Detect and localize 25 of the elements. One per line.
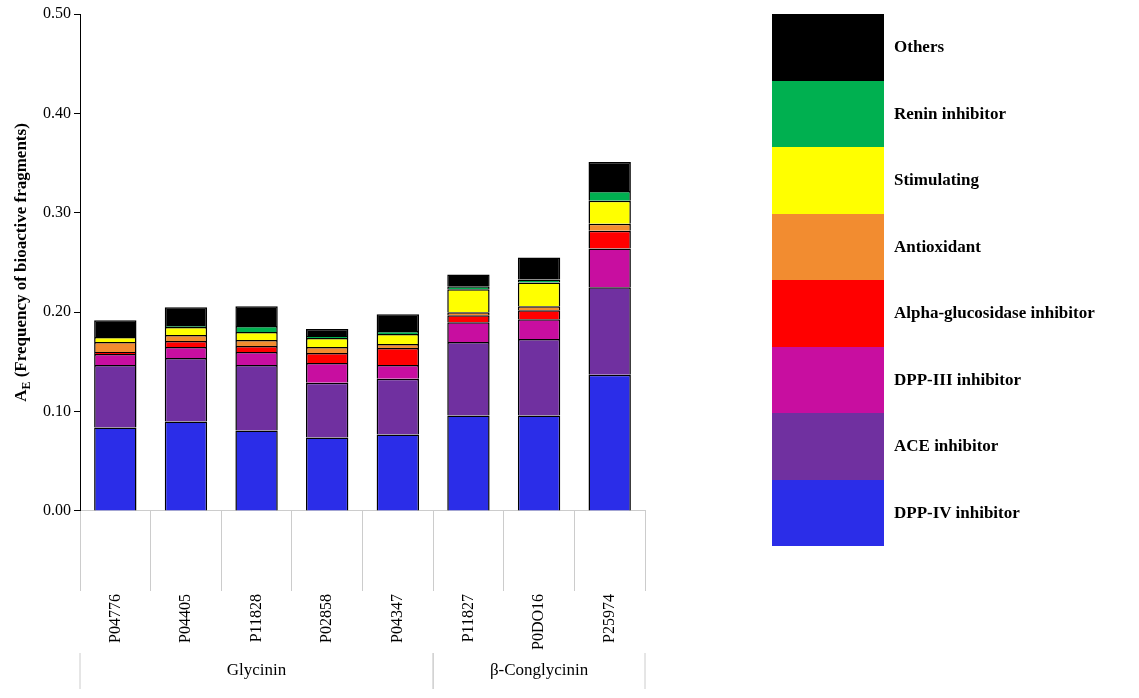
text: Glycinin	[226, 660, 287, 680]
y-tick-label: 0.40	[43, 103, 71, 121]
x-tick-label: P04776	[105, 593, 123, 643]
text: ACE inhibitor	[894, 436, 999, 457]
y-tick-label: 0.20	[43, 302, 71, 320]
text: Antioxidant	[894, 236, 981, 257]
x-tick-label: P25974	[599, 593, 617, 643]
text: DPP-III inhibitor	[894, 369, 1022, 390]
y-tick-label: 0.30	[43, 203, 71, 220]
x-tick-label: P0DO16	[529, 593, 547, 651]
x-tick-label: P02858	[317, 593, 335, 643]
x-tick-label: P04405	[176, 593, 194, 643]
text: Renin inhibitor	[894, 103, 1006, 124]
x-tick-label: P04347	[388, 593, 406, 643]
x-tick-label: P11828	[246, 593, 264, 643]
text: DPP-IV inhibitor	[894, 502, 1020, 523]
y-tick-label: 0.10	[43, 401, 71, 419]
text: β-Conglycinin	[489, 660, 589, 680]
x-tick-label: P11827	[458, 593, 476, 643]
y-tick-label: 0.50	[43, 4, 71, 22]
text: Stimulating	[894, 170, 980, 191]
y-tick-label: 0.00	[43, 501, 71, 519]
text: Alpha-glucosidase inhibitor	[894, 303, 1095, 324]
text: Others	[894, 37, 945, 58]
y-axis-title: AE (Frequency of bioactive fragments)	[11, 123, 34, 402]
